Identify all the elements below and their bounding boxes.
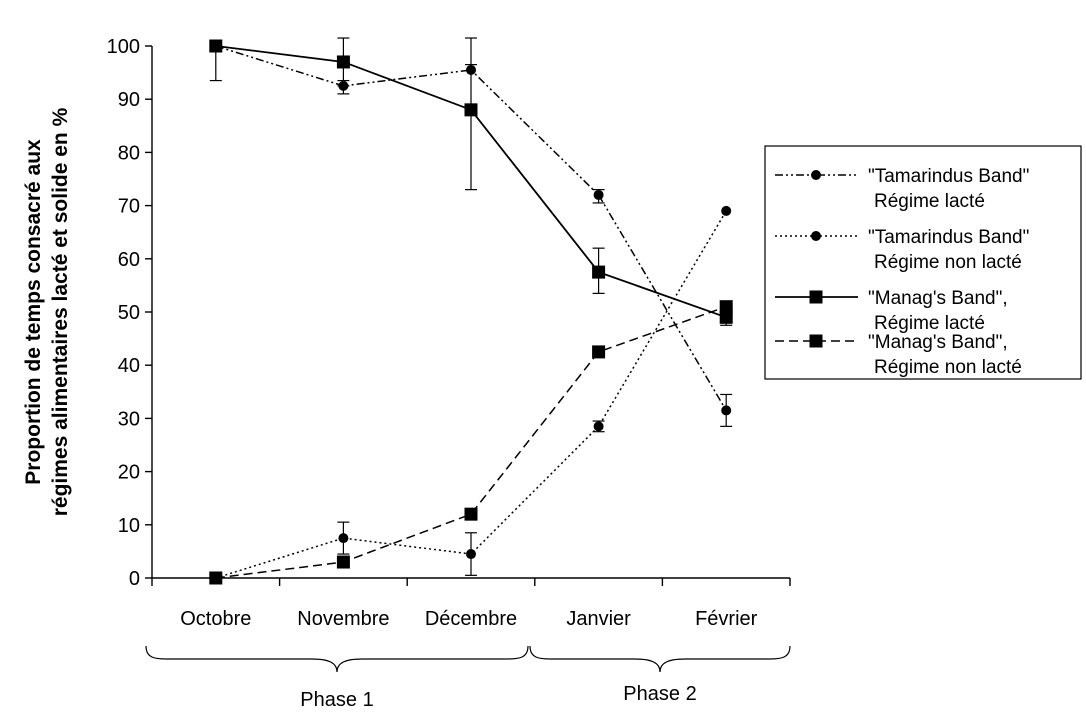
y-tick-label: 50 bbox=[118, 302, 140, 324]
data-point bbox=[336, 55, 350, 69]
data-point bbox=[811, 170, 821, 180]
y-tick-label: 40 bbox=[118, 355, 140, 377]
data-point bbox=[809, 290, 823, 304]
series-4 bbox=[209, 300, 733, 585]
data-point bbox=[464, 507, 478, 521]
data-point bbox=[809, 334, 823, 348]
data-point bbox=[719, 310, 733, 324]
data-point bbox=[593, 421, 604, 432]
series-line bbox=[215, 210, 727, 579]
series-2 bbox=[210, 205, 732, 583]
x-tick-label: Février bbox=[695, 608, 758, 630]
data-point bbox=[464, 103, 478, 117]
data-point bbox=[593, 189, 604, 200]
y-tick-label: 90 bbox=[118, 89, 140, 111]
y-tick-label: 60 bbox=[118, 249, 140, 271]
data-point bbox=[719, 300, 733, 314]
phase-label: Phase 1 bbox=[300, 689, 373, 711]
y-tick-label: 80 bbox=[118, 142, 140, 164]
legend-label-line1: "Manag's Band", bbox=[868, 332, 1008, 353]
data-point bbox=[336, 555, 350, 569]
legend-label-line2: Régime lacté bbox=[874, 313, 985, 334]
data-point bbox=[466, 549, 476, 560]
legend-label-line1: "Tamarindus Band" bbox=[868, 166, 1029, 187]
series-3 bbox=[209, 37, 733, 326]
legend-label-line2: Régime non lacté bbox=[874, 252, 1022, 273]
series-line bbox=[215, 45, 727, 411]
y-tick-label: 0 bbox=[129, 568, 140, 590]
data-point bbox=[338, 533, 349, 544]
data-point bbox=[592, 345, 606, 359]
data-point bbox=[592, 265, 606, 279]
phase-label: Phase 2 bbox=[623, 683, 696, 705]
series-group bbox=[209, 37, 733, 585]
y-ticks: 0 10 20 30 40 50 60 70 80 90 100 bbox=[107, 36, 152, 590]
data-point bbox=[721, 205, 732, 216]
data-point bbox=[209, 571, 223, 585]
x-tick-label: Octobre bbox=[180, 608, 251, 630]
data-point bbox=[721, 405, 732, 416]
y-tick-label: 100 bbox=[107, 36, 140, 58]
x-tick-label: Décembre bbox=[425, 608, 517, 630]
y-tick-label: 70 bbox=[118, 196, 140, 218]
x-ticks: Octobre Novembre Décembre Janvier Février bbox=[151, 578, 791, 630]
legend-label-line1: "Manag's Band", bbox=[868, 288, 1008, 309]
y-tick-label: 10 bbox=[118, 515, 140, 537]
y-axis-title: Proportion de temps consacré aux régimes… bbox=[22, 107, 72, 516]
series-line bbox=[215, 305, 727, 579]
y-axis-label-line1: Proportion de temps consacré aux bbox=[22, 139, 45, 485]
legend-label-line2: Régime non lacté bbox=[874, 357, 1022, 378]
y-tick-label: 30 bbox=[118, 408, 140, 430]
y-tick-label: 20 bbox=[118, 462, 140, 484]
x-tick-label: Janvier bbox=[566, 608, 631, 630]
data-point bbox=[811, 231, 821, 241]
phase-brace bbox=[145, 645, 529, 673]
x-tick-label: Novembre bbox=[297, 608, 389, 630]
phase-braces: Phase 1 Phase 2 bbox=[145, 645, 791, 711]
legend-label-line2: Régime lacté bbox=[874, 191, 985, 212]
legend: "Tamarindus Band" Régime lacté "Tamarindus… bbox=[764, 145, 1082, 380]
y-axis-label-line2: régimes alimentaires lacté et solide en … bbox=[49, 107, 72, 516]
data-point bbox=[209, 39, 223, 53]
legend-label-line1: "Tamarindus Band" bbox=[868, 227, 1029, 248]
phase-brace bbox=[529, 645, 791, 673]
